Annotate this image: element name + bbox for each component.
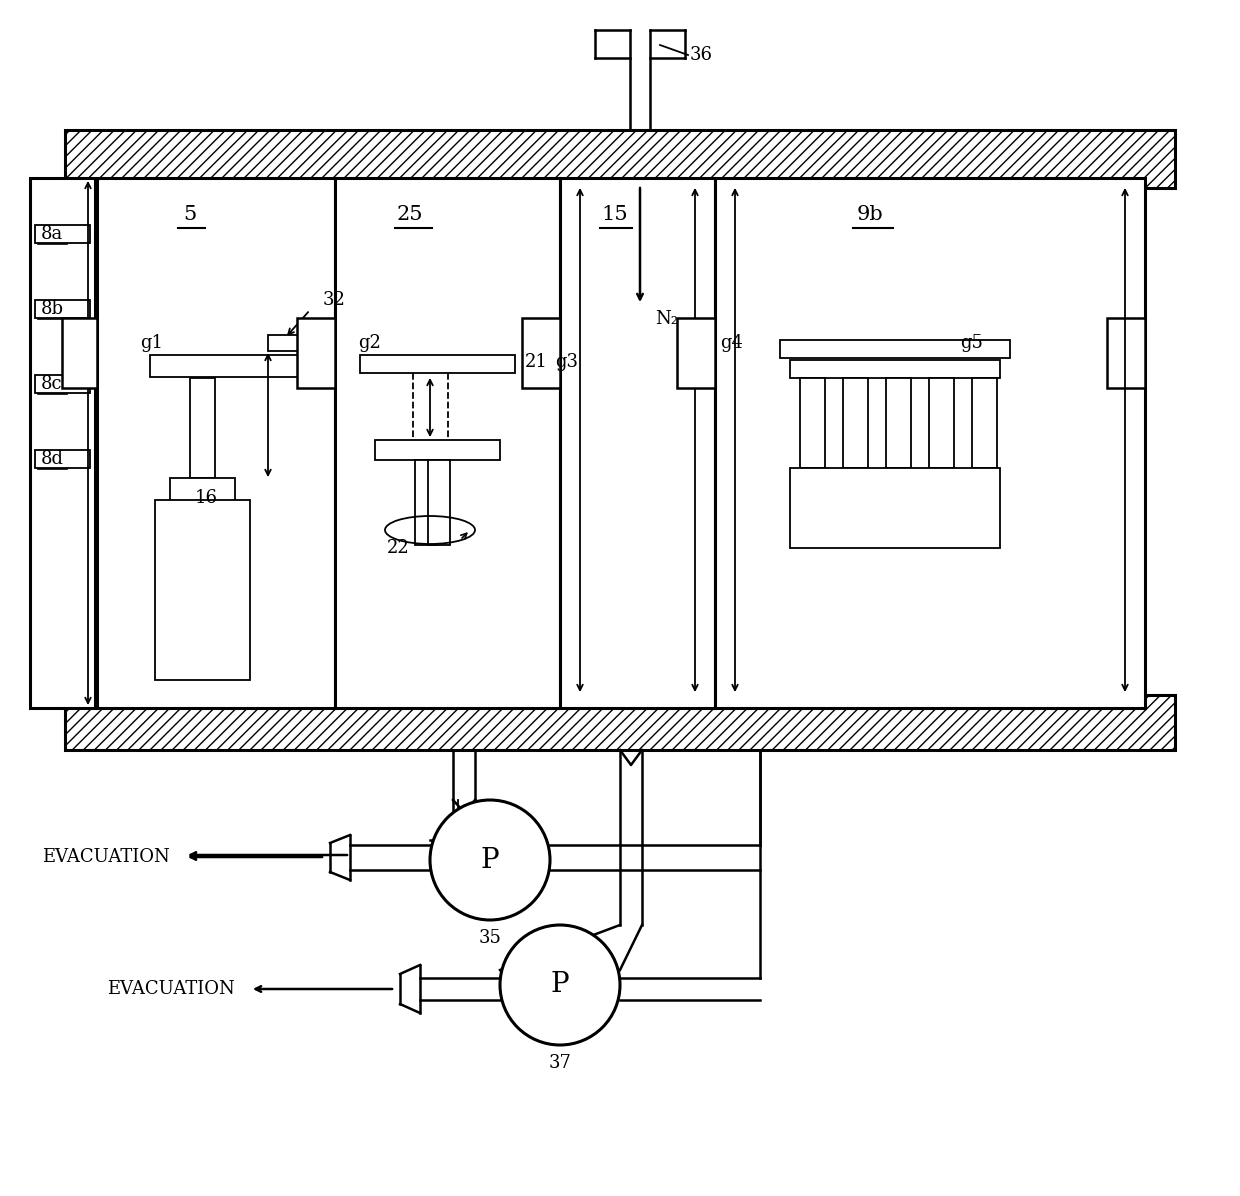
Bar bbox=[155, 500, 250, 681]
Bar bbox=[62, 318, 97, 388]
Bar bbox=[715, 178, 753, 708]
Bar bbox=[1107, 318, 1145, 388]
Text: 15: 15 bbox=[601, 206, 629, 225]
Bar bbox=[63, 178, 95, 708]
Bar bbox=[374, 440, 500, 460]
Text: 21: 21 bbox=[525, 353, 548, 371]
Text: 5: 5 bbox=[184, 206, 197, 225]
Bar bbox=[64, 130, 1176, 188]
Text: N₂: N₂ bbox=[655, 310, 678, 328]
Bar bbox=[35, 450, 91, 468]
Bar bbox=[35, 225, 91, 243]
Text: 8c: 8c bbox=[41, 376, 63, 393]
Text: 8d: 8d bbox=[41, 450, 63, 468]
Text: EVACUATION: EVACUATION bbox=[42, 848, 170, 866]
Bar bbox=[360, 355, 515, 373]
Bar bbox=[929, 378, 954, 468]
Bar bbox=[298, 178, 335, 708]
Text: g4: g4 bbox=[720, 334, 743, 352]
Bar bbox=[790, 360, 999, 378]
Bar bbox=[64, 695, 1176, 750]
Text: P: P bbox=[481, 847, 500, 873]
Circle shape bbox=[430, 800, 551, 920]
Bar bbox=[97, 178, 335, 708]
Bar bbox=[1107, 178, 1145, 708]
Bar bbox=[800, 378, 825, 468]
Bar bbox=[790, 468, 999, 548]
Bar bbox=[170, 478, 236, 559]
Bar bbox=[335, 178, 560, 708]
Text: g5: g5 bbox=[960, 334, 983, 352]
Text: 32: 32 bbox=[322, 291, 346, 309]
Bar bbox=[150, 355, 310, 377]
Text: EVACUATION: EVACUATION bbox=[107, 980, 236, 997]
Bar bbox=[30, 178, 95, 708]
Text: 35: 35 bbox=[479, 929, 501, 947]
Text: 36: 36 bbox=[689, 45, 713, 65]
Text: 8a: 8a bbox=[41, 225, 63, 243]
Bar bbox=[522, 178, 560, 708]
Bar bbox=[715, 178, 1145, 708]
Bar bbox=[298, 318, 335, 388]
Bar bbox=[560, 178, 598, 708]
Bar bbox=[428, 460, 450, 545]
Bar bbox=[780, 340, 1011, 358]
Bar bbox=[560, 178, 715, 708]
Bar bbox=[972, 378, 997, 468]
Text: 37: 37 bbox=[548, 1054, 572, 1072]
Text: P: P bbox=[551, 971, 569, 999]
Bar bbox=[97, 178, 135, 708]
Bar bbox=[415, 460, 436, 545]
Text: 9b: 9b bbox=[857, 206, 883, 225]
Bar bbox=[35, 376, 91, 393]
Bar bbox=[677, 318, 715, 388]
Bar bbox=[335, 178, 373, 708]
Bar bbox=[190, 378, 215, 478]
Text: 8b: 8b bbox=[41, 300, 63, 318]
Bar bbox=[887, 378, 911, 468]
Text: 16: 16 bbox=[195, 489, 218, 507]
Bar bbox=[268, 335, 303, 350]
Text: g3: g3 bbox=[556, 353, 578, 371]
Bar bbox=[522, 318, 560, 388]
Text: g1: g1 bbox=[140, 334, 162, 352]
Text: 25: 25 bbox=[397, 206, 423, 225]
Text: 22: 22 bbox=[387, 539, 409, 557]
Bar bbox=[30, 178, 62, 708]
Bar bbox=[677, 178, 715, 708]
Bar bbox=[35, 300, 91, 318]
Circle shape bbox=[500, 925, 620, 1045]
Bar bbox=[843, 378, 868, 468]
Text: g2: g2 bbox=[358, 334, 381, 352]
